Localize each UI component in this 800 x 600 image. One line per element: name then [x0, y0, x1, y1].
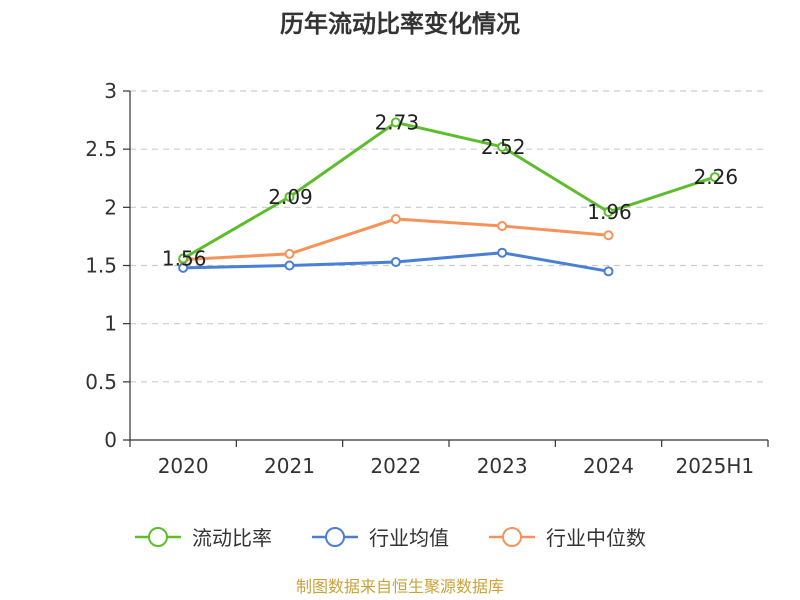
y-tick-label: 2.5 — [85, 137, 117, 161]
x-tick-label: 2024 — [583, 454, 634, 478]
legend[interactable]: 流动比率 行业均值 行业中位数 — [135, 526, 646, 550]
y-tick-label: 1.5 — [85, 254, 117, 278]
data-point[interactable] — [497, 141, 508, 152]
legend-item-2[interactable]: 行业中位数 — [489, 526, 646, 550]
x-tick-label: 2022 — [370, 454, 421, 478]
data-point[interactable] — [497, 220, 508, 231]
legend-label: 行业中位数 — [546, 526, 646, 550]
data-labels: 1.56 2.09 2.73 2.52 1.96 2.26 — [162, 110, 738, 270]
x-tick-label: 2021 — [264, 454, 315, 478]
data-label: 2.26 — [694, 165, 739, 189]
x-tick-label: 2020 — [158, 454, 209, 478]
data-point[interactable] — [390, 213, 401, 224]
data-point[interactable] — [603, 206, 614, 217]
data-label: 2.52 — [481, 135, 526, 159]
legend-label: 流动比率 — [192, 526, 272, 550]
series — [178, 117, 720, 277]
data-point[interactable] — [603, 266, 614, 277]
data-point[interactable] — [178, 253, 189, 264]
data-label: 2.09 — [268, 185, 313, 209]
data-label: 1.56 — [162, 247, 207, 271]
x-tick-label: 2025H1 — [675, 454, 754, 478]
y-tick-label: 0 — [104, 428, 117, 452]
y-tick-label: 2 — [104, 195, 117, 219]
data-label: 2.73 — [375, 110, 420, 134]
series-line-2 — [183, 217, 609, 262]
data-point[interactable] — [284, 191, 295, 202]
source-note: 制图数据来自恒生聚源数据库 — [296, 577, 504, 596]
y-tick-label: 1 — [104, 312, 117, 336]
y-tick-label: 3 — [104, 79, 117, 103]
legend-label: 行业均值 — [369, 526, 449, 550]
series-line-0 — [182, 120, 716, 260]
chart-title: 历年流动比率变化情况 — [280, 10, 520, 38]
data-point[interactable] — [390, 117, 401, 128]
legend-item-0[interactable]: 流动比率 — [135, 526, 272, 550]
data-point[interactable] — [390, 257, 401, 268]
data-point[interactable] — [603, 230, 614, 241]
data-point[interactable] — [284, 260, 295, 271]
data-point[interactable] — [497, 247, 508, 258]
grid — [130, 90, 768, 383]
data-point[interactable] — [709, 172, 720, 183]
legend-circle-icon — [325, 527, 345, 547]
data-label: 1.96 — [587, 200, 632, 224]
data-point[interactable] — [284, 248, 295, 259]
y-tick-label: 0.5 — [85, 370, 117, 394]
axes: 0 0.5 1 1.5 2 2.5 3 2020 2021 2022 2023 2024 2025H1 — [85, 79, 769, 478]
legend-circle-icon — [502, 527, 522, 547]
x-tick-label: 2023 — [477, 454, 528, 478]
legend-circle-icon — [148, 527, 168, 547]
data-point[interactable] — [178, 262, 189, 273]
legend-item-1[interactable]: 行业均值 — [312, 526, 449, 550]
